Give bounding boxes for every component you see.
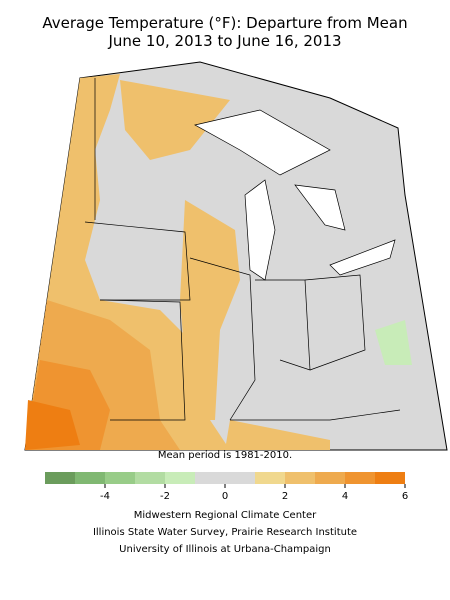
legend-swatch [75,472,105,484]
legend-swatch [105,472,135,484]
legend-swatch [345,472,375,484]
legend-swatch [45,472,75,484]
lake [244,179,276,281]
warm-region [25,400,80,450]
legend-tick-label: -2 [160,491,170,502]
legend-tick-label: 6 [402,491,408,502]
borders [84,78,401,421]
legend-swatch [225,472,255,484]
subtitle: June 10, 2013 to June 16, 2013 [107,32,341,50]
legend-swatch [315,472,345,484]
legend-tick-label: -4 [100,491,110,502]
warm-region [180,200,240,420]
cool-region [375,320,412,365]
note: Mean period is 1981-2010. [158,450,292,461]
legend-tick-label: 0 [222,491,228,502]
lake [329,239,396,276]
credit: University of Illinois at Urbana-Champai… [119,544,331,555]
legend-tick-label: 2 [282,491,288,502]
lake [194,109,331,176]
warm-region [120,80,230,160]
color-legend: -4 -2 0 2 4 6 [45,472,408,502]
legend-swatch [375,472,405,484]
legend-swatch [135,472,165,484]
legend-swatch [285,472,315,484]
legend-swatch [255,472,285,484]
title: Average Temperature (°F): Departure from… [42,14,407,32]
credit: Midwestern Regional Climate Center [134,510,317,521]
lake [294,184,346,231]
legend-swatch [165,472,195,484]
map [24,61,448,451]
credit: Illinois State Water Survey, Prairie Res… [93,527,357,538]
legend-tick-label: 4 [342,491,348,502]
warm-region [225,420,330,450]
legend-swatch [195,472,225,484]
